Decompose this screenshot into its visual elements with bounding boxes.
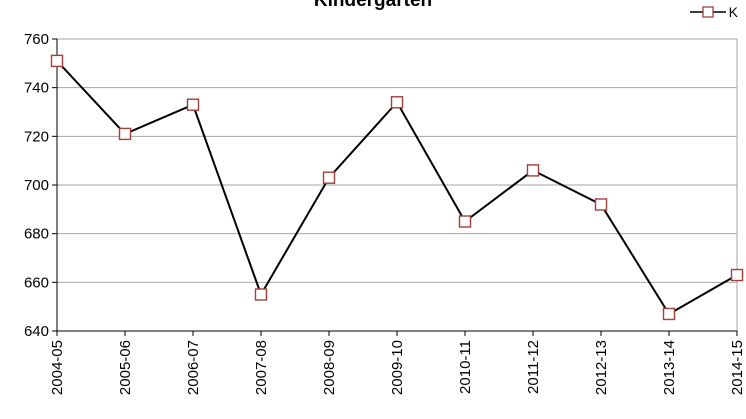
x-tick-label: 2014-15 [729, 340, 746, 395]
y-tick-label: 680 [24, 226, 49, 243]
x-tick-label: 2013-14 [661, 340, 678, 395]
data-point [254, 288, 268, 301]
data-point [186, 98, 200, 111]
data-point [526, 164, 540, 177]
y-tick-label: 740 [24, 80, 49, 97]
data-point [118, 127, 132, 141]
x-tick-label: 2007-08 [253, 340, 270, 395]
chart-title: Kindergarten [313, 0, 433, 11]
data-point [594, 198, 608, 211]
x-tick-label: 2008-09 [321, 340, 338, 395]
x-tick-label: 2006-07 [185, 340, 202, 395]
legend: K [689, 4, 738, 20]
y-tick-label: 640 [24, 323, 49, 340]
legend-line-marker-icon [689, 6, 726, 18]
data-point [730, 268, 744, 282]
data-point [390, 96, 404, 109]
legend-label: K [728, 4, 738, 20]
x-tick-label: 2004-05 [49, 340, 66, 395]
data-point [458, 215, 472, 228]
x-tick-label: 2009-10 [389, 340, 406, 395]
y-tick-label: 660 [24, 274, 49, 291]
y-tick-label: 760 [24, 31, 49, 48]
data-point [50, 54, 64, 68]
x-tick-label: 2011-12 [525, 340, 542, 394]
data-point [322, 171, 336, 184]
x-tick-label: 2012-13 [593, 340, 610, 395]
y-tick-label: 720 [24, 128, 49, 145]
data-point [662, 307, 676, 321]
x-tick-label: 2005-06 [117, 340, 134, 395]
x-tick-label: 2010-11 [457, 340, 474, 394]
y-tick-label: 700 [24, 177, 49, 194]
